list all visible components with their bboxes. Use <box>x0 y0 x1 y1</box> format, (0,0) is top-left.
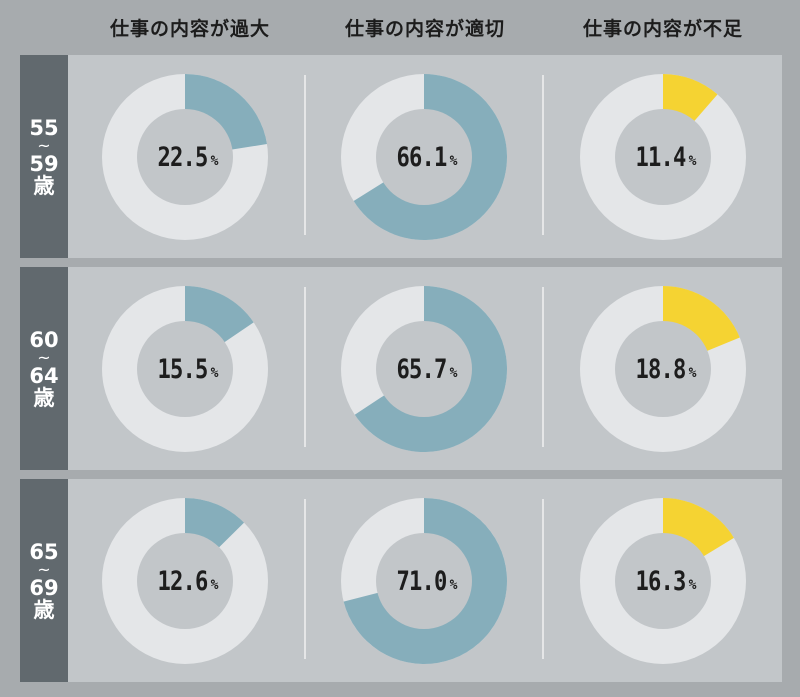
percent-label: 12.6% <box>100 496 270 666</box>
divider <box>542 287 544 447</box>
percent-unit: % <box>688 577 697 593</box>
percent-value: 15.5 <box>157 353 208 385</box>
column-header: 仕事の内容が過大 仕事の内容が適切 仕事の内容が不足 <box>0 0 800 55</box>
donut-center <box>615 321 711 417</box>
donut-svg <box>102 498 268 664</box>
percent-label: 16.3% <box>578 496 748 666</box>
divider <box>542 499 544 659</box>
percent-value: 16.3 <box>635 565 686 597</box>
percent-unit: % <box>210 365 219 381</box>
age-row-65-69: 65 ~ 69 歳 12.6% 71.0% 16.3% <box>20 479 782 682</box>
donut-svg <box>580 74 746 240</box>
percent-label: 66.1% <box>339 72 509 242</box>
row-label-tilde: ~ <box>37 135 51 155</box>
percent-unit: % <box>449 365 458 381</box>
donut-svg <box>102 286 268 452</box>
row-label-end: 64 <box>29 363 59 388</box>
percent-unit: % <box>449 577 458 593</box>
donut-center <box>376 533 472 629</box>
donut-center <box>376 321 472 417</box>
column-title-excess: 仕事の内容が過大 <box>109 18 270 40</box>
percent-unit: % <box>688 365 697 381</box>
donut-svg <box>580 498 746 664</box>
donut-svg <box>580 286 746 452</box>
percent-value: 11.4 <box>635 141 686 173</box>
percent-unit: % <box>210 153 219 169</box>
percent-label: 18.8% <box>578 284 748 454</box>
divider <box>304 75 306 235</box>
percent-value: 65.7 <box>396 353 447 385</box>
donut-svg <box>341 74 507 241</box>
donut-svg <box>102 74 268 240</box>
donut-chart: 22.5% <box>100 72 270 242</box>
donut-center <box>137 109 233 205</box>
row-label-unit: 歳 <box>33 385 55 410</box>
column-title-appropriate: 仕事の内容が適切 <box>344 18 505 40</box>
donut-chart: 12.6% <box>100 496 270 666</box>
percent-unit: % <box>449 153 458 169</box>
donut-center <box>615 533 711 629</box>
percent-label: 65.7% <box>339 284 509 454</box>
donut-chart: 65.7% <box>339 284 509 454</box>
donut-chart: 66.1% <box>339 72 509 242</box>
row-label-tilde: ~ <box>37 559 51 579</box>
percent-unit: % <box>210 577 219 593</box>
column-title-insufficient: 仕事の内容が不足 <box>582 18 743 40</box>
percent-unit: % <box>688 153 697 169</box>
donut-chart: 15.5% <box>100 284 270 454</box>
row-label-start: 55 <box>29 115 59 140</box>
row-label: 55 ~ 59 歳 <box>20 55 68 258</box>
donut-chart: 11.4% <box>578 72 748 242</box>
percent-value: 12.6 <box>157 565 208 597</box>
donut-chart: 18.8% <box>578 284 748 454</box>
percent-label: 71.0% <box>339 496 509 666</box>
row-label: 65 ~ 69 歳 <box>20 479 68 682</box>
row-label-start: 60 <box>29 327 59 352</box>
row-label-tilde: ~ <box>37 347 51 367</box>
percent-label: 22.5% <box>100 72 270 242</box>
divider <box>304 499 306 659</box>
row-label-end: 59 <box>29 151 59 176</box>
donut-svg <box>341 498 507 664</box>
divider <box>542 75 544 235</box>
age-row-55-59: 55 ~ 59 歳 22.5% 66.1% 11.4% <box>20 55 782 258</box>
row-label-unit: 歳 <box>33 597 55 622</box>
percent-label: 15.5% <box>100 284 270 454</box>
donut-center <box>137 533 233 629</box>
donut-center <box>615 109 711 205</box>
row-label: 60 ~ 64 歳 <box>20 267 68 470</box>
percent-value: 22.5 <box>157 141 208 173</box>
donut-center <box>137 321 233 417</box>
donut-chart: 71.0% <box>339 496 509 666</box>
row-label-unit: 歳 <box>33 173 55 198</box>
percent-value: 18.8 <box>635 353 686 385</box>
divider <box>304 287 306 447</box>
percent-value: 66.1 <box>396 141 447 173</box>
age-row-60-64: 60 ~ 64 歳 15.5% 65.7% 18.8% <box>20 267 782 470</box>
percent-value: 71.0 <box>396 565 447 597</box>
row-label-end: 69 <box>29 575 59 600</box>
donut-svg <box>341 286 507 452</box>
percent-label: 11.4% <box>578 72 748 242</box>
donut-center <box>376 109 472 205</box>
donut-chart: 16.3% <box>578 496 748 666</box>
row-label-start: 65 <box>29 539 59 564</box>
